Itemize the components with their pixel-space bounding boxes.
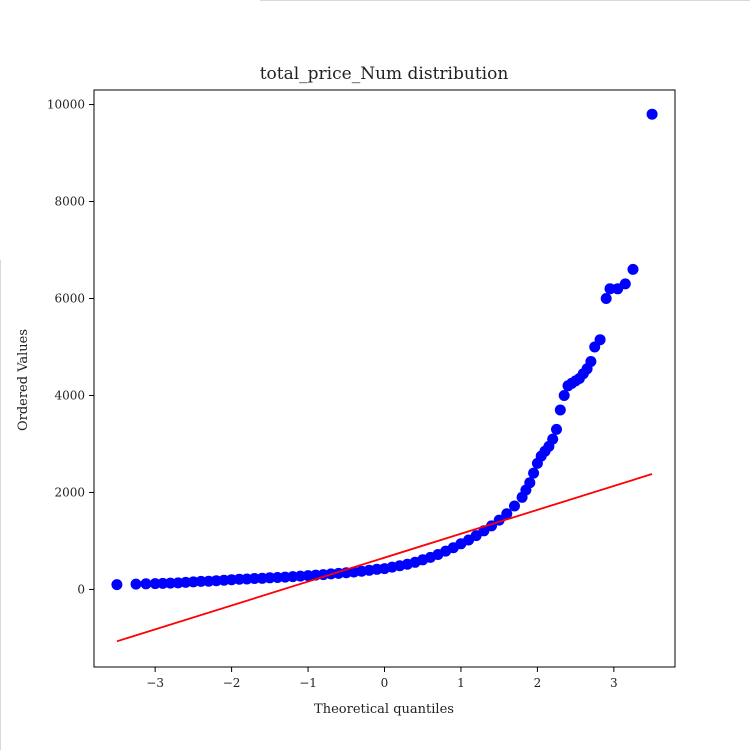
x-tick-label-4: 1: [457, 676, 465, 690]
plot-area: [111, 108, 658, 643]
data-point-73: [604, 283, 616, 295]
data-point-72: [600, 293, 612, 304]
data-point-76: [627, 263, 639, 275]
y-axis-label: Ordered Values: [16, 329, 31, 431]
data-point-69: [585, 356, 597, 367]
data-point-2: [140, 578, 152, 590]
data-point-77: [646, 108, 658, 120]
data-point-62: [558, 390, 570, 401]
y-tick-label-1: 2000: [54, 485, 85, 499]
data-points: [111, 108, 658, 591]
fit-line: [116, 473, 653, 643]
data-point-60: [551, 423, 562, 435]
data-point-0: [111, 579, 123, 591]
y-tick-label-4: 8000: [54, 195, 85, 209]
axes: −3 −2 −1 0 1 2 3 0 2000 4000 6000 8000 10000: [47, 98, 618, 690]
data-point-61: [554, 404, 566, 416]
y-tick-label-5: 10000: [47, 98, 85, 112]
x-tick-label-3: 0: [381, 676, 389, 690]
x-tick-label-0: −3: [146, 676, 164, 690]
data-point-50: [509, 500, 520, 512]
data-point-5: [164, 577, 176, 589]
y-tick-label-2: 4000: [54, 388, 85, 402]
data-point-54: [528, 467, 540, 479]
data-point-9: [195, 575, 207, 587]
x-axis-label: Theoretical quantiles: [314, 702, 454, 717]
y-tick-label-3: 6000: [54, 291, 85, 305]
y-tick-label-0: 0: [77, 582, 85, 596]
top-edge-line: [260, 0, 750, 1]
data-point-16: [249, 573, 260, 584]
data-point-18: [264, 572, 276, 584]
x-tick-label-5: 2: [534, 676, 542, 690]
data-point-1: [130, 578, 142, 590]
data-point-53: [524, 477, 536, 489]
data-point-75: [619, 278, 631, 290]
chart-title: total_price_Num distribution: [260, 64, 509, 84]
data-point-59: [547, 433, 559, 445]
data-point-49: [501, 508, 513, 520]
left-edge-line: [0, 260, 1, 750]
x-tick-label-2: −1: [299, 676, 317, 690]
x-tick-label-6: 3: [610, 676, 618, 690]
x-tick-label-1: −2: [223, 676, 241, 690]
data-point-71: [594, 334, 606, 346]
